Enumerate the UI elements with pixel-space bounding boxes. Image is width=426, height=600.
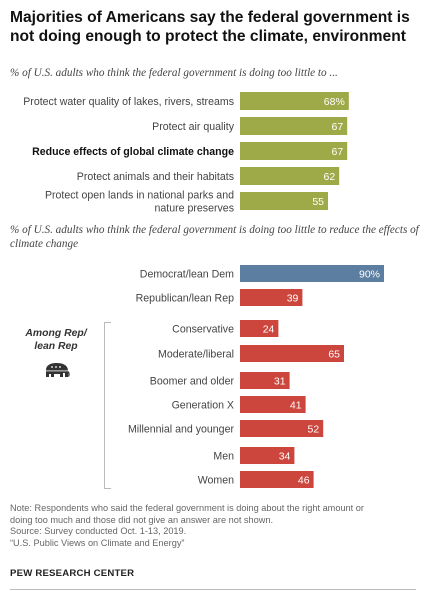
bottom-rule xyxy=(10,589,416,590)
chart-2: 90% Democrat/lean Dem 39 Republican/lean Re… xyxy=(128,265,384,488)
chart-2-category-label: Conservative xyxy=(172,324,234,336)
chart-1-bar xyxy=(240,192,328,210)
chart-2-bar xyxy=(240,320,279,337)
chart-1-category-label: Reduce effects of global climate change xyxy=(32,146,234,158)
chart-title: Majorities of Americans say the federal … xyxy=(10,9,410,45)
chart-1-bar xyxy=(240,167,340,185)
chart-1-bar xyxy=(240,142,348,160)
chart-1-bar xyxy=(240,92,349,110)
chart-2-value-label: 39 xyxy=(287,293,299,305)
chart-2-category-label: Boomer and older xyxy=(150,376,235,388)
chart-2-value-label: 46 xyxy=(298,475,310,487)
chart-1-category-label: nature preserves xyxy=(155,203,235,215)
chart-1-value-label: 62 xyxy=(324,171,336,183)
note-line-1: Note: Respondents who said the federal g… xyxy=(10,503,364,513)
elephant-icon xyxy=(46,363,70,377)
chart-1: 68% Protect water quality of lakes, river… xyxy=(23,92,349,215)
chart-2-category-label: Women xyxy=(198,475,234,487)
chart-2-category-label: Republican/lean Rep xyxy=(136,293,234,305)
chart-2-bar xyxy=(240,265,384,282)
chart-2-bar xyxy=(240,289,303,306)
chart-notes: Note: Respondents who said the federal g… xyxy=(10,503,418,549)
group-label: Among Rep/ lean Rep xyxy=(14,327,98,353)
chart-2-value-label: 41 xyxy=(290,400,302,412)
chart-2-bar xyxy=(240,447,295,464)
chart-2-category-label: Democrat/lean Dem xyxy=(140,269,234,281)
chart-1-value-label: 68% xyxy=(324,96,345,108)
chart-1-category-label: Protect water quality of lakes, rivers, … xyxy=(23,96,234,108)
chart-1-value-label: 67 xyxy=(332,121,344,133)
chart-2-value-label: 24 xyxy=(263,324,275,336)
chart-2-bar xyxy=(240,396,306,413)
chart-1-subtitle: % of U.S. adults who think the federal g… xyxy=(10,67,338,79)
chart-2-category-label: Moderate/liberal xyxy=(158,349,234,361)
chart-1-category-label: Protect open lands in national parks and xyxy=(45,190,234,202)
chart-2-value-label: 31 xyxy=(274,376,286,388)
chart-2-value-label: 52 xyxy=(308,424,320,436)
chart-1-value-label: 55 xyxy=(312,196,324,208)
note-line-2: doing too much and those did not give an… xyxy=(10,514,274,525)
chart-2-category-label: Millennial and younger xyxy=(128,424,234,436)
group-bracket xyxy=(104,322,111,489)
group-label-line-2: lean Rep xyxy=(34,341,78,352)
report-title: “U.S. Public Views on Climate and Energy… xyxy=(10,537,185,548)
chart-2-bar xyxy=(240,372,290,389)
source-org: PEW RESEARCH CENTER xyxy=(10,568,135,579)
chart-2-category-label: Men xyxy=(213,451,234,463)
chart-1-bar xyxy=(240,117,348,135)
source-line: Source: Survey conducted Oct. 1-13, 2019… xyxy=(10,526,187,537)
chart-1-value-label: 67 xyxy=(332,146,344,158)
chart-1-category-label: Protect air quality xyxy=(152,121,235,133)
chart-2-subtitle: % of U.S. adults who think the federal g… xyxy=(10,224,419,250)
chart-2-bar xyxy=(240,471,314,488)
chart-2-value-label: 34 xyxy=(279,451,291,463)
chart-2-value-label: 90% xyxy=(359,269,380,281)
chart-2-bar xyxy=(240,345,344,362)
chart-2-value-label: 65 xyxy=(328,349,340,361)
chart-1-category-label: Protect animals and their habitats xyxy=(77,171,234,183)
chart-2-bar xyxy=(240,420,324,437)
chart-2-category-label: Generation X xyxy=(172,400,234,412)
group-label-line-1: Among Rep/ xyxy=(25,328,87,339)
